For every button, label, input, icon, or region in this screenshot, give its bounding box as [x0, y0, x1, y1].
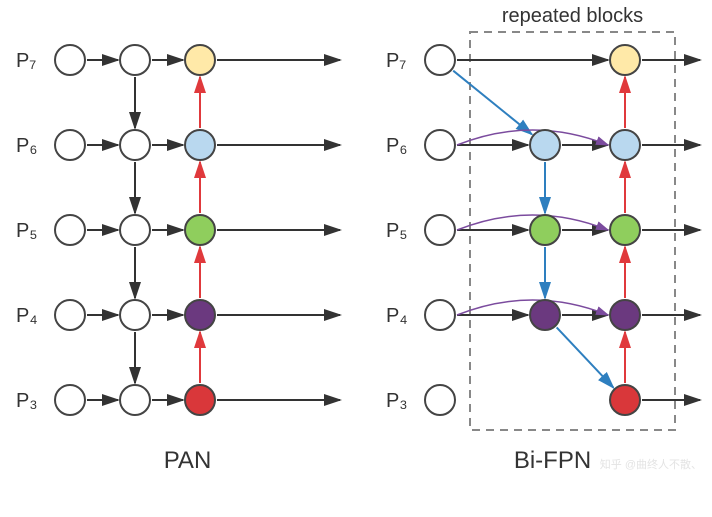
level-label: P₆ — [386, 135, 407, 157]
diagram-caption: Bi-FPN — [514, 447, 591, 474]
edge — [453, 71, 532, 135]
feature-node — [610, 300, 640, 330]
feature-node — [55, 45, 85, 75]
feature-node — [425, 215, 455, 245]
level-label: P₅ — [16, 220, 37, 242]
level-label: P₃ — [16, 390, 37, 412]
feature-node — [55, 130, 85, 160]
repeated-blocks-title: repeated blocks — [502, 5, 643, 27]
level-label: P₆ — [16, 135, 37, 157]
feature-node — [120, 130, 150, 160]
feature-node — [425, 45, 455, 75]
feature-node — [120, 45, 150, 75]
feature-node — [185, 215, 215, 245]
feature-node — [425, 385, 455, 415]
feature-node — [185, 130, 215, 160]
diagram-caption: PAN — [164, 447, 212, 474]
feature-node — [425, 130, 455, 160]
feature-node — [610, 385, 640, 415]
feature-node — [530, 215, 560, 245]
level-label: P₇ — [16, 50, 36, 72]
feature-node — [120, 300, 150, 330]
feature-node — [55, 215, 85, 245]
feature-node — [185, 300, 215, 330]
watermark-text: 知乎 @曲终人不散、 — [600, 456, 702, 472]
feature-node — [610, 215, 640, 245]
level-label: P₅ — [386, 220, 407, 242]
level-label: P₃ — [386, 390, 407, 412]
feature-node — [185, 45, 215, 75]
edge — [557, 327, 614, 387]
feature-node — [120, 215, 150, 245]
feature-node — [55, 300, 85, 330]
level-label: P₄ — [16, 305, 38, 327]
level-label: P₄ — [386, 305, 408, 327]
feature-node — [425, 300, 455, 330]
feature-node — [530, 300, 560, 330]
level-label: P₇ — [386, 50, 406, 72]
feature-node — [185, 385, 215, 415]
feature-node — [610, 45, 640, 75]
feature-node — [530, 130, 560, 160]
feature-node — [120, 385, 150, 415]
feature-node — [610, 130, 640, 160]
feature-node — [55, 385, 85, 415]
